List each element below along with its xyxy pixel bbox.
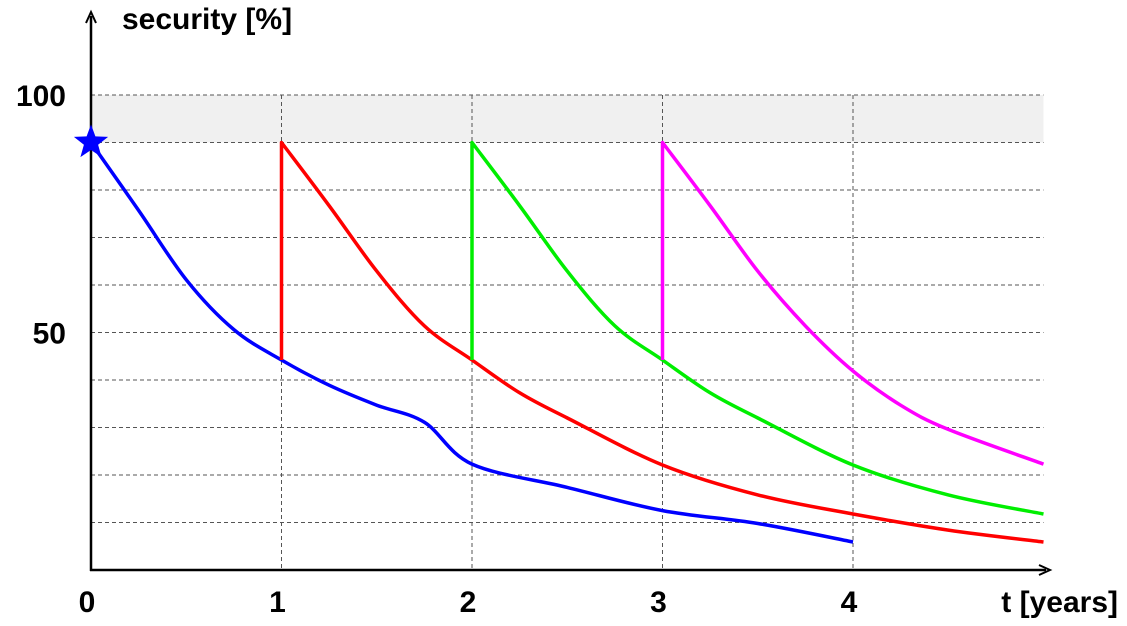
shaded-band [91,95,1044,143]
start-star-marker [73,124,109,158]
y-axis-label: security [%] [122,3,292,36]
axes-layer [85,9,1053,576]
y-tick-label-50: 50 [33,318,66,351]
series-line-3 [470,140,1044,516]
x-tick-label-0: 0 [79,586,96,619]
shaded-band-layer [91,95,1044,143]
series-line-4 [660,140,1045,466]
x-tick-label-2: 2 [460,586,477,619]
series-line-1 [89,141,854,544]
y-axis-arrow [85,9,97,24]
x-axis-label: t [years] [1001,586,1118,619]
series-line-2 [279,140,1044,544]
y-tick-label-100: 100 [16,80,66,113]
series-layer [89,140,1045,544]
x-tick-label-1: 1 [269,586,286,619]
x-tick-label-4: 4 [841,586,858,619]
grid-layer [91,94,1044,570]
tick-label-layer: 0 1 2 3 4 50 100 [16,80,858,619]
x-tick-label-3: 3 [650,586,667,619]
x-axis-arrow [1038,564,1053,576]
marker-layer [73,124,109,158]
